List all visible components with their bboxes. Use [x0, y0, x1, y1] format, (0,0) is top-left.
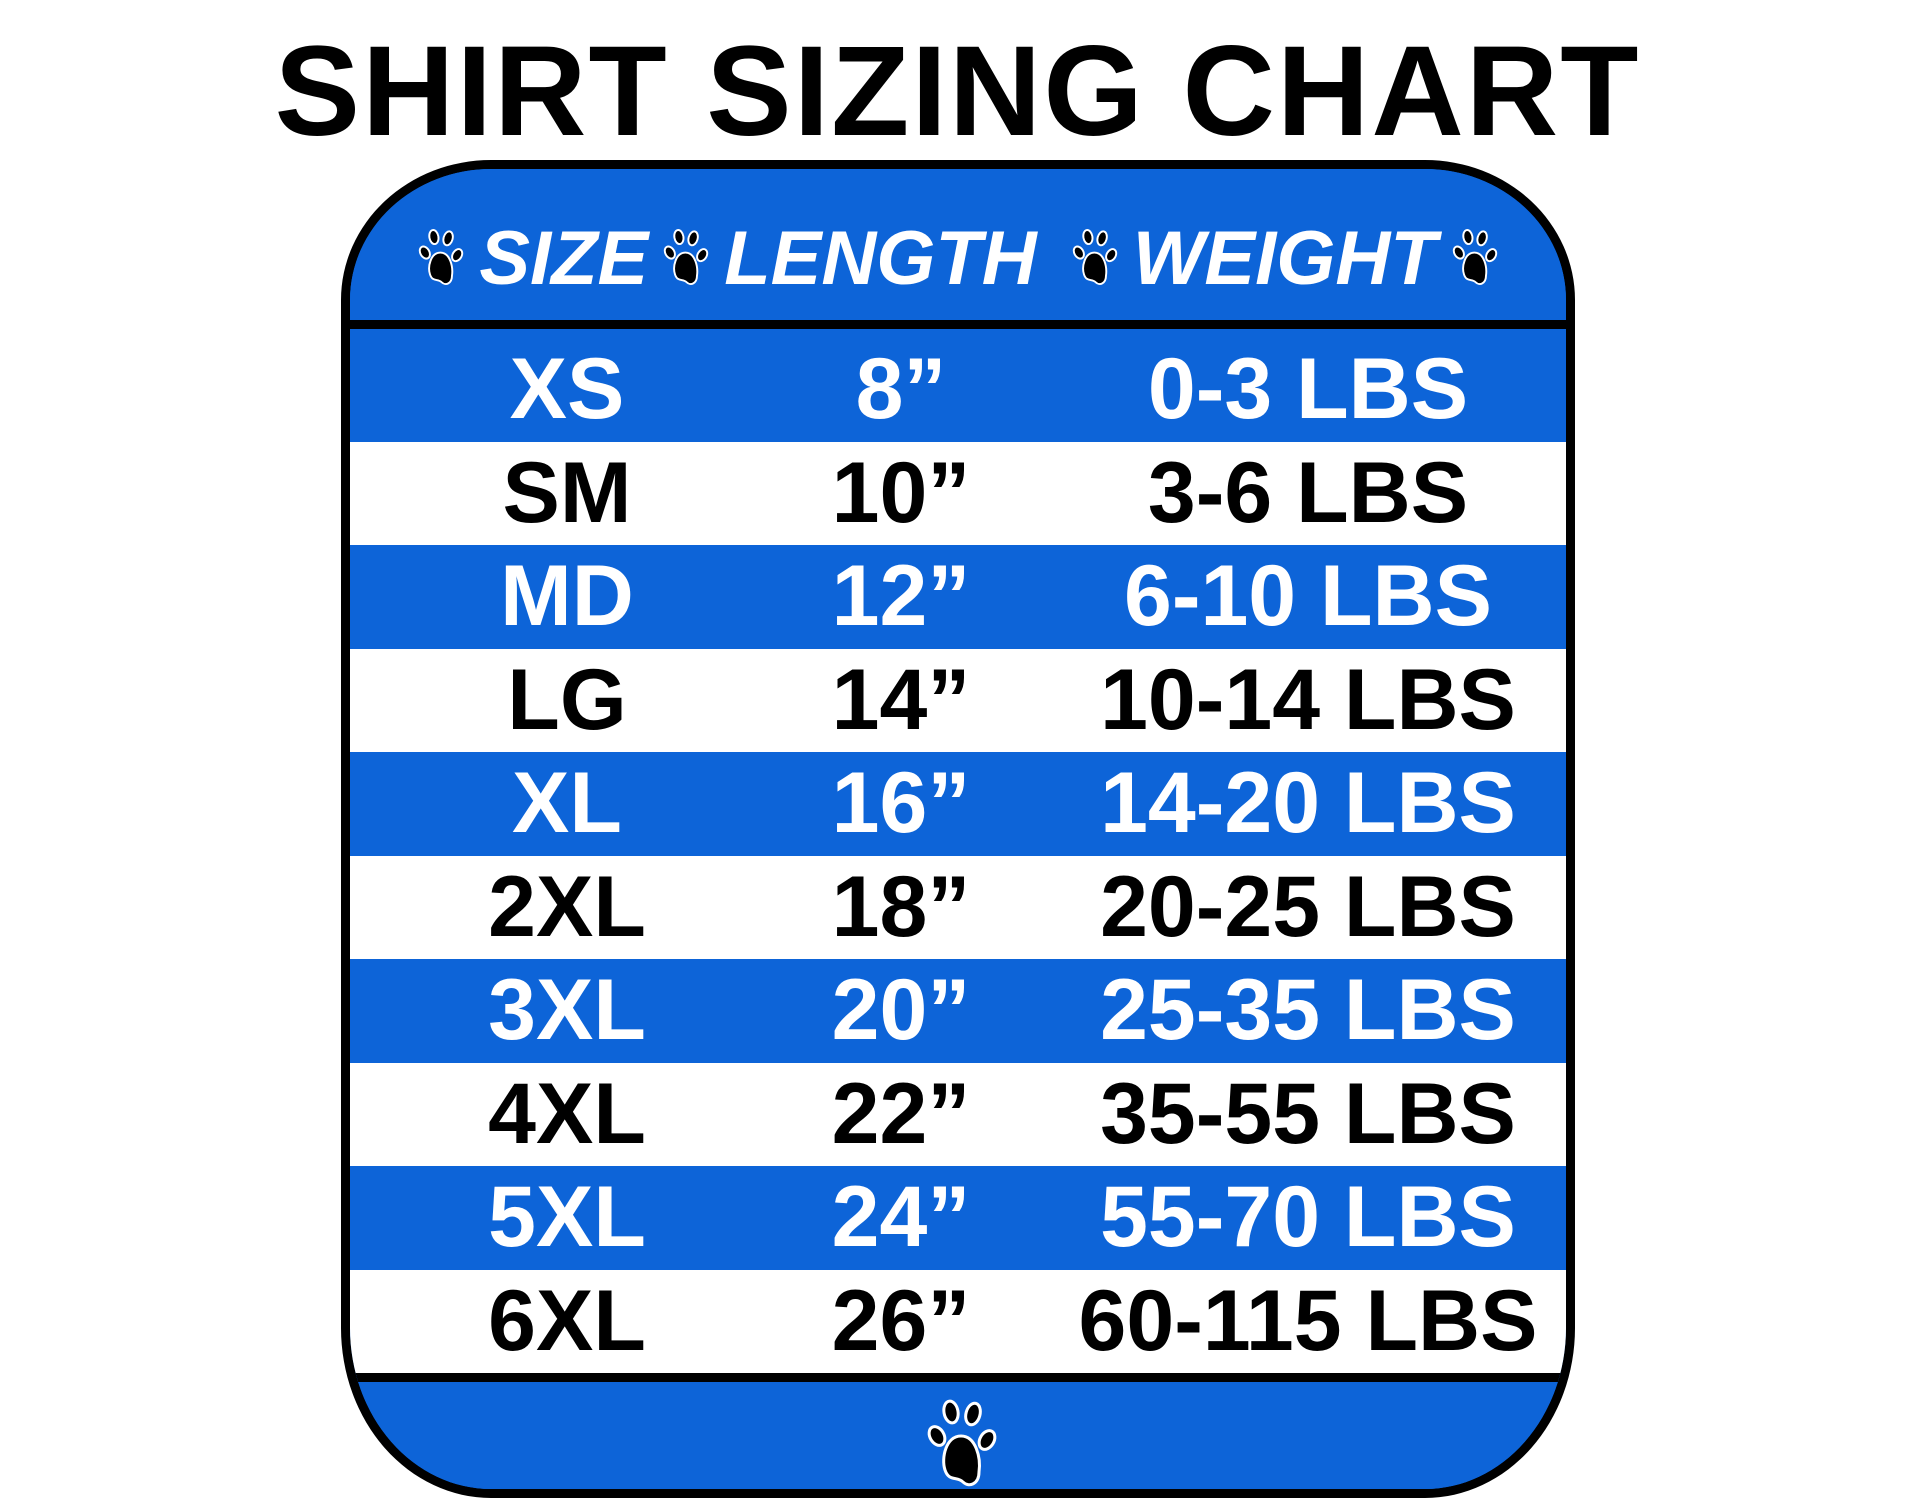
length-cell: 8” — [855, 341, 947, 438]
column-header-size: SIZE — [479, 216, 649, 301]
table-row: XL 16” 14-20 LBS — [350, 752, 1566, 856]
size-cell: 6XL — [488, 1272, 646, 1369]
length-cell: 14” — [831, 651, 971, 748]
page-title: SHIRT SIZING CHART — [274, 20, 1641, 163]
size-cell: 5XL — [488, 1169, 646, 1266]
size-cell: XS — [509, 341, 625, 438]
weight-cell: 0-3 LBS — [1147, 341, 1469, 438]
length-cell: 12” — [831, 548, 971, 645]
weight-cell: 60-115 LBS — [1078, 1272, 1538, 1369]
sizing-table: SIZE LENGTH WEIGHT XS 8” 0-3 LBS SM 10” 3-6 L… — [341, 160, 1575, 1498]
size-cell: SM — [502, 444, 632, 541]
weight-cell: 6-10 LBS — [1123, 548, 1493, 645]
paw-print-icon — [1452, 228, 1497, 285]
length-cell: 22” — [831, 1065, 971, 1162]
weight-cell: 55-70 LBS — [1100, 1169, 1516, 1266]
weight-cell: 14-20 LBS — [1100, 755, 1516, 852]
table-row: 5XL 24” 55-70 LBS — [350, 1166, 1566, 1270]
weight-cell: 25-35 LBS — [1100, 962, 1516, 1059]
size-cell: 4XL — [488, 1065, 646, 1162]
table-footer — [350, 1373, 1566, 1489]
table-row: SM 10” 3-6 LBS — [350, 441, 1566, 545]
table-row: 6XL 26” 60-115 LBS — [350, 1269, 1566, 1373]
table-row: 2XL 18” 20-25 LBS — [350, 855, 1566, 959]
weight-cell: 35-55 LBS — [1100, 1065, 1516, 1162]
weight-cell: 20-25 LBS — [1100, 858, 1516, 955]
paw-print-icon — [1072, 228, 1117, 285]
length-cell: 16” — [831, 755, 971, 852]
size-cell: 3XL — [488, 962, 646, 1059]
size-cell: XL — [512, 755, 622, 852]
weight-cell: 3-6 LBS — [1147, 444, 1469, 541]
size-cell: 2XL — [488, 858, 646, 955]
length-cell: 20” — [831, 962, 971, 1059]
weight-cell: 10-14 LBS — [1100, 651, 1516, 748]
table-row: XS 8” 0-3 LBS — [350, 338, 1566, 442]
table-body: XS 8” 0-3 LBS SM 10” 3-6 LBS MD 12” 6-10 LBS LG 14… — [350, 338, 1566, 1373]
table-header: SIZE LENGTH WEIGHT — [350, 169, 1566, 329]
length-cell: 26” — [831, 1272, 971, 1369]
table-row: 3XL 20” 25-35 LBS — [350, 959, 1566, 1063]
length-cell: 18” — [831, 858, 971, 955]
table-row: LG 14” 10-14 LBS — [350, 648, 1566, 752]
paw-print-icon — [927, 1399, 997, 1487]
table-row: 4XL 22” 35-55 LBS — [350, 1062, 1566, 1166]
paw-print-icon — [419, 228, 464, 285]
column-header-weight: WEIGHT — [1132, 216, 1437, 301]
column-header-length: LENGTH — [724, 216, 1037, 301]
size-cell: MD — [500, 548, 634, 645]
length-cell: 10” — [831, 444, 971, 541]
length-cell: 24” — [831, 1169, 971, 1266]
table-row: MD 12” 6-10 LBS — [350, 545, 1566, 649]
size-cell: LG — [507, 651, 627, 748]
paw-print-icon — [664, 228, 709, 285]
